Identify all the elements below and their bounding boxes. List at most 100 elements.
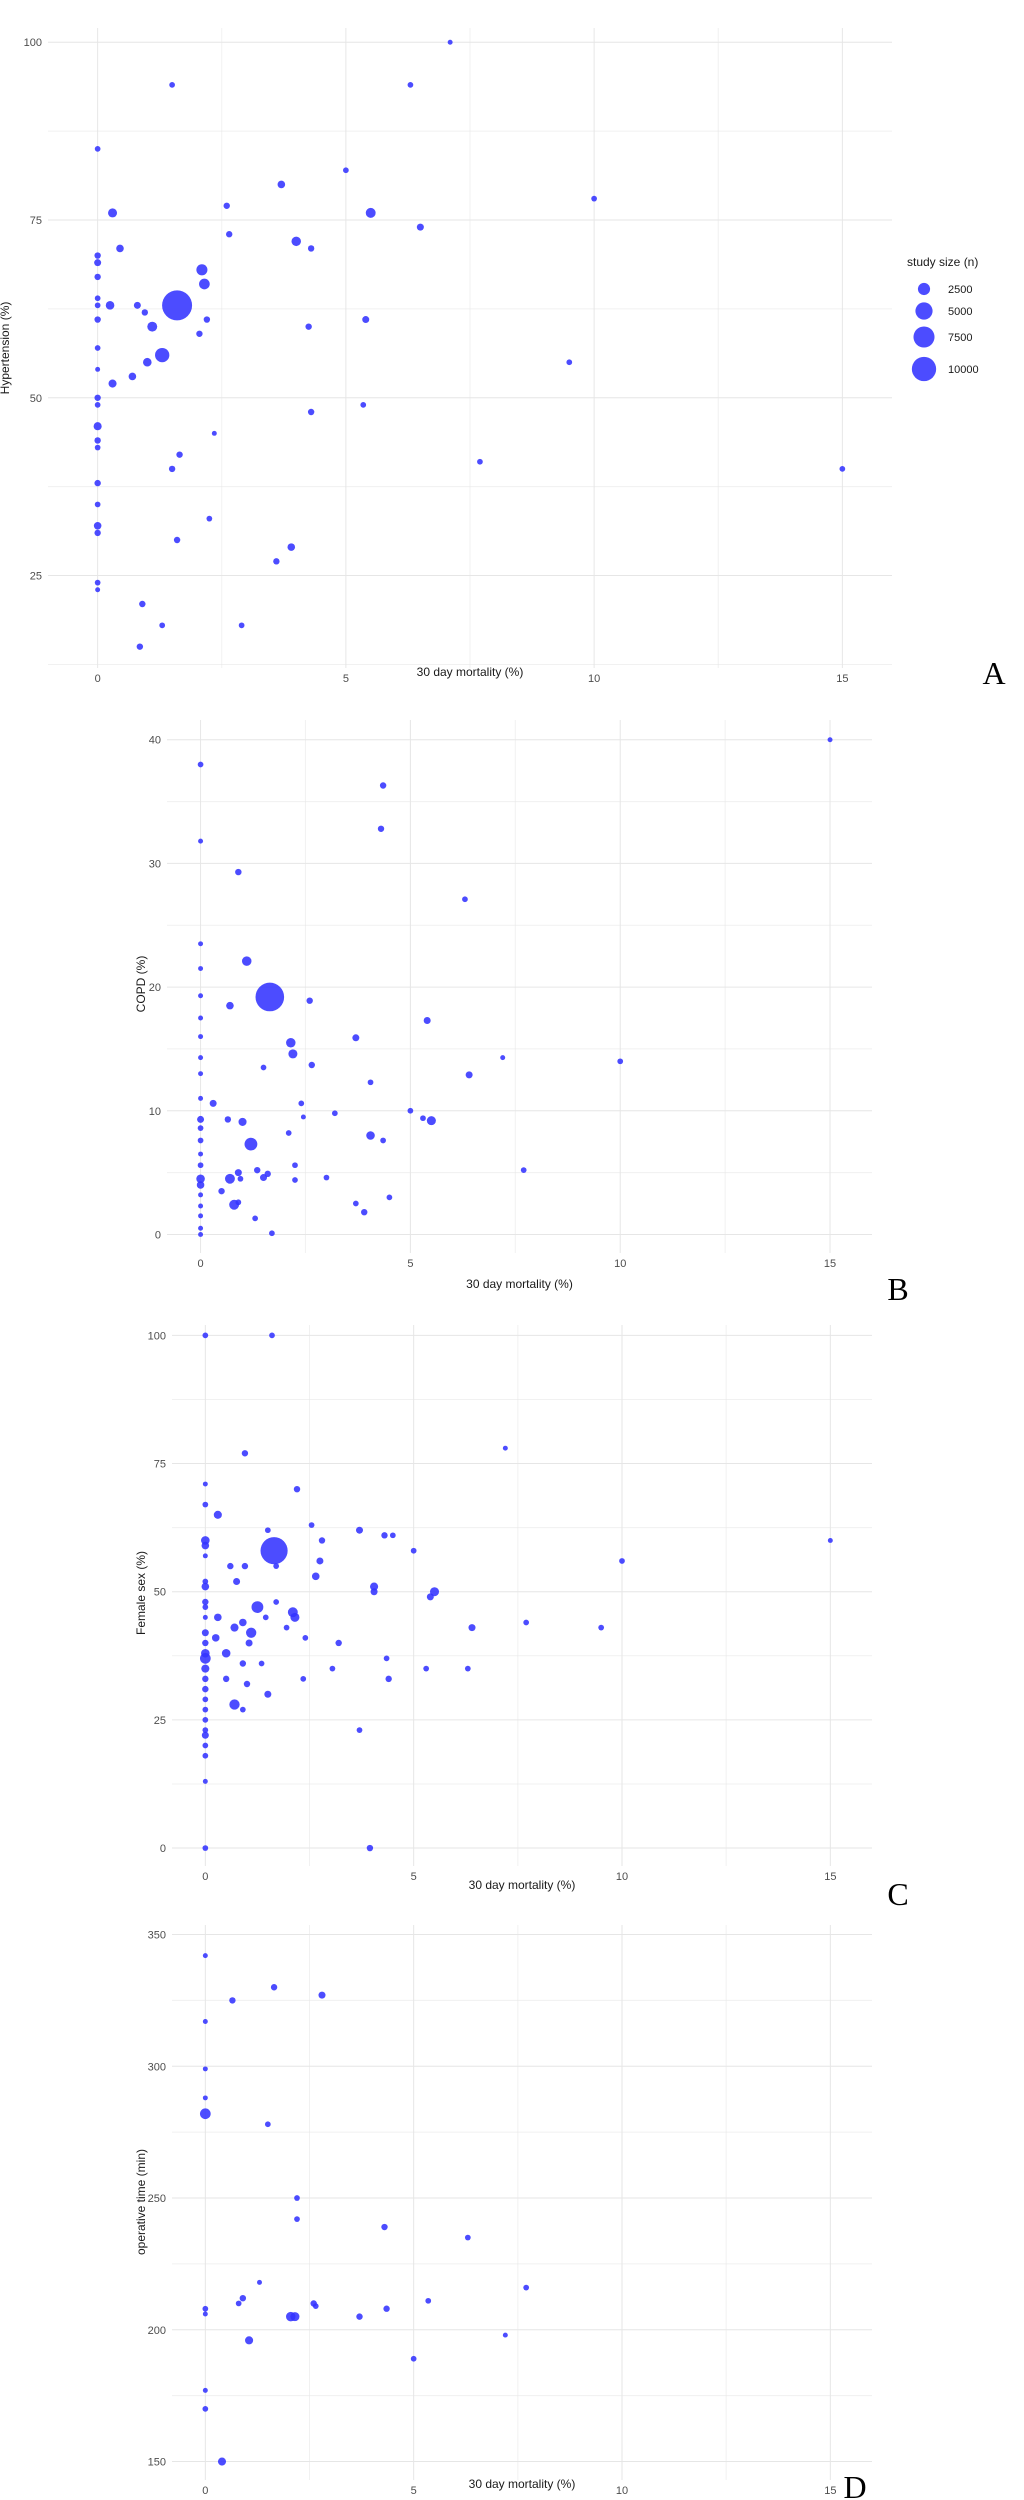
data-point [243,1680,251,1688]
data-point [223,202,230,209]
data-point [94,302,101,309]
y-tick-label: 75 [154,1459,166,1471]
data-point [116,244,124,253]
y-tick-label: 300 [148,2061,166,2073]
data-point [202,1614,208,1620]
data-point [307,245,315,252]
data-point [202,2019,208,2024]
chart-panel-B: 0 5 10 15 0 10 20 30 40 30 day mortality (%) COPD … [134,720,909,1307]
data-point [201,1629,209,1637]
y-tick-label: 0 [155,1229,161,1241]
panel-letter: B [887,1271,908,1307]
data-point [308,1061,315,1069]
data-point [202,1752,209,1759]
data-point [202,2095,208,2101]
data-point [407,82,414,88]
data-point [239,1660,247,1667]
x-axis-title: 30 day mortality (%) [469,1878,576,1892]
data-point [305,323,312,330]
data-point [277,180,286,189]
data-point [523,2284,530,2291]
data-point [370,1588,378,1596]
data-point [230,1623,239,1632]
data-point [254,1166,261,1174]
legend-label: 10000 [948,364,979,376]
data-point [95,587,101,593]
data-point [201,1541,210,1550]
data-point [198,838,204,844]
x-tick-label: 0 [202,1871,208,1883]
data-point [227,1562,234,1570]
y-tick-label: 200 [148,2325,166,2337]
data-point [202,2311,208,2317]
y-axis-title: Hypertension (%) [0,302,12,395]
data-point [198,1225,204,1231]
legend-label: 5000 [948,306,972,318]
data-point [477,458,483,465]
data-point [260,1537,288,1565]
data-point [523,1619,530,1626]
data-point [283,1624,290,1631]
data-point [298,1100,305,1107]
data-point [199,278,210,290]
data-point [379,782,387,789]
data-point [367,1079,374,1086]
data-point [260,1064,267,1071]
y-tick-label: 25 [30,571,42,583]
data-point [226,231,233,238]
data-point [202,1675,209,1683]
data-point [416,223,424,231]
chart-panel-D: 0 5 10 15 150 200 250 300 350 30 day mortality (%… [134,1925,872,2500]
x-tick-label: 5 [411,1871,417,1883]
data-point [285,1130,292,1136]
data-point [206,515,213,522]
data-point [196,1181,205,1189]
data-point [155,347,170,363]
data-point [360,402,367,408]
legend-key [917,282,931,296]
x-tick-label: 0 [202,2485,208,2497]
data-point [323,1174,330,1181]
data-point [94,394,101,401]
data-point [139,600,146,608]
data-point [198,966,204,972]
data-point [252,1215,258,1222]
panel-letter: C [887,1876,908,1912]
data-point [361,1208,368,1216]
data-point [198,941,204,947]
data-point [366,1844,374,1852]
data-point [198,1151,204,1157]
data-point [94,437,101,444]
y-tick-label: 50 [30,393,42,405]
legend-label: 2500 [948,284,972,296]
data-point [302,1634,309,1641]
data-point [108,379,117,388]
data-point [316,1557,324,1565]
data-point [211,1634,220,1642]
data-point [356,2313,363,2320]
data-point [198,993,204,999]
data-point [93,521,102,530]
data-point [141,309,149,316]
data-point [198,1055,204,1061]
data-point [365,207,376,218]
data-point [591,195,597,202]
data-point [202,1717,209,1723]
x-tick-label: 5 [343,673,349,685]
data-point [258,1660,265,1667]
data-point [196,264,208,276]
data-point [331,1110,338,1117]
data-point [239,2294,247,2302]
data-point [94,345,101,351]
data-point [218,1187,225,1195]
data-point [464,1665,471,1672]
data-point [244,1137,258,1151]
data-point [94,579,101,586]
data-point [264,1527,271,1534]
data-point [270,1984,278,1991]
y-tick-label: 100 [148,1330,166,1342]
data-point [468,1624,476,1632]
data-point [318,1991,326,1999]
data-point [199,2108,211,2120]
